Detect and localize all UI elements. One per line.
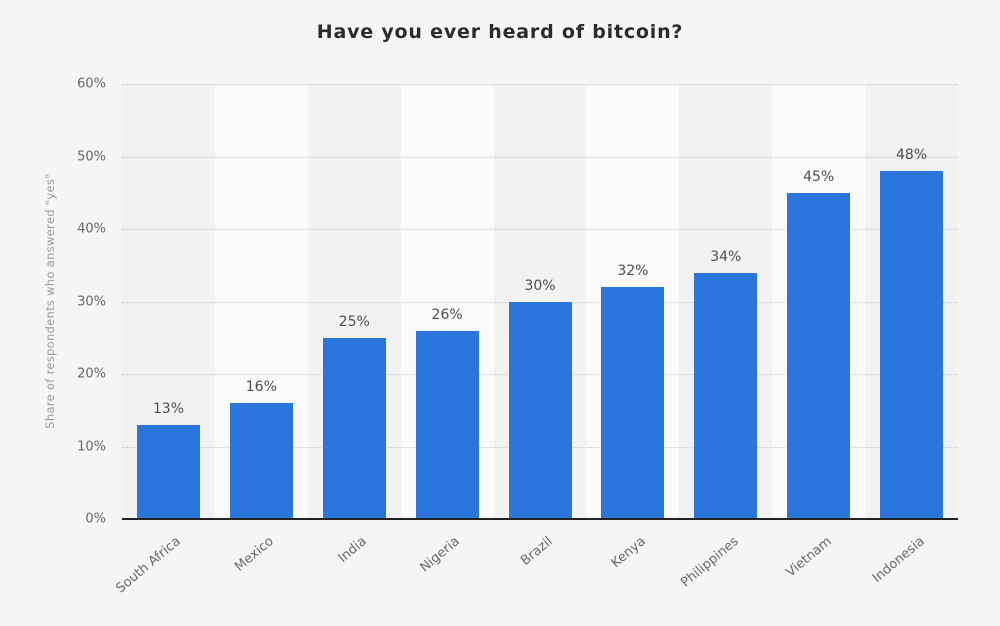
- bar: [416, 330, 479, 519]
- x-category-label: Nigeria: [417, 534, 463, 576]
- chart-title: Have you ever heard of bitcoin?: [316, 21, 684, 43]
- x-axis-line: [122, 518, 958, 520]
- bar: [880, 171, 943, 519]
- bar: [323, 337, 386, 519]
- gridline: [122, 156, 958, 158]
- bar-value-label: 34%: [710, 248, 742, 265]
- x-category-label: Kenya: [608, 534, 649, 572]
- x-category-label: Brazil: [518, 534, 556, 569]
- bar: [601, 287, 664, 519]
- bar: [509, 301, 572, 519]
- y-tick-label: 50%: [77, 149, 106, 164]
- y-tick-label: 0%: [85, 511, 106, 527]
- y-tick-label: 30%: [77, 294, 106, 309]
- x-category-label: Indonesia: [869, 534, 928, 586]
- y-tick-label: 60%: [77, 76, 106, 92]
- y-tick-label: 40%: [77, 221, 106, 237]
- bar: [137, 424, 200, 519]
- gridline: [122, 229, 958, 230]
- bar-value-label: 32%: [617, 263, 649, 279]
- bar-value-label: 30%: [524, 277, 556, 294]
- bar-value-label: 16%: [245, 379, 277, 395]
- gridline: [122, 84, 958, 85]
- x-category-label: Mexico: [232, 534, 277, 575]
- bar-value-label: 48%: [895, 147, 928, 163]
- x-category-label: Philippines: [678, 534, 742, 591]
- bar: [787, 192, 850, 519]
- y-tick-label: 20%: [77, 366, 106, 382]
- bar-value-label: 26%: [431, 306, 463, 323]
- bar-value-label: 13%: [152, 400, 184, 417]
- y-tick-label: 10%: [77, 439, 106, 454]
- bar-value-label: 25%: [338, 313, 370, 330]
- x-category-label: Vietnam: [783, 534, 835, 581]
- bar: [230, 403, 293, 519]
- bar: [694, 272, 757, 519]
- x-category-label: India: [335, 534, 370, 566]
- x-category-label: South Africa: [113, 534, 185, 597]
- bar-value-label: 45%: [803, 168, 835, 185]
